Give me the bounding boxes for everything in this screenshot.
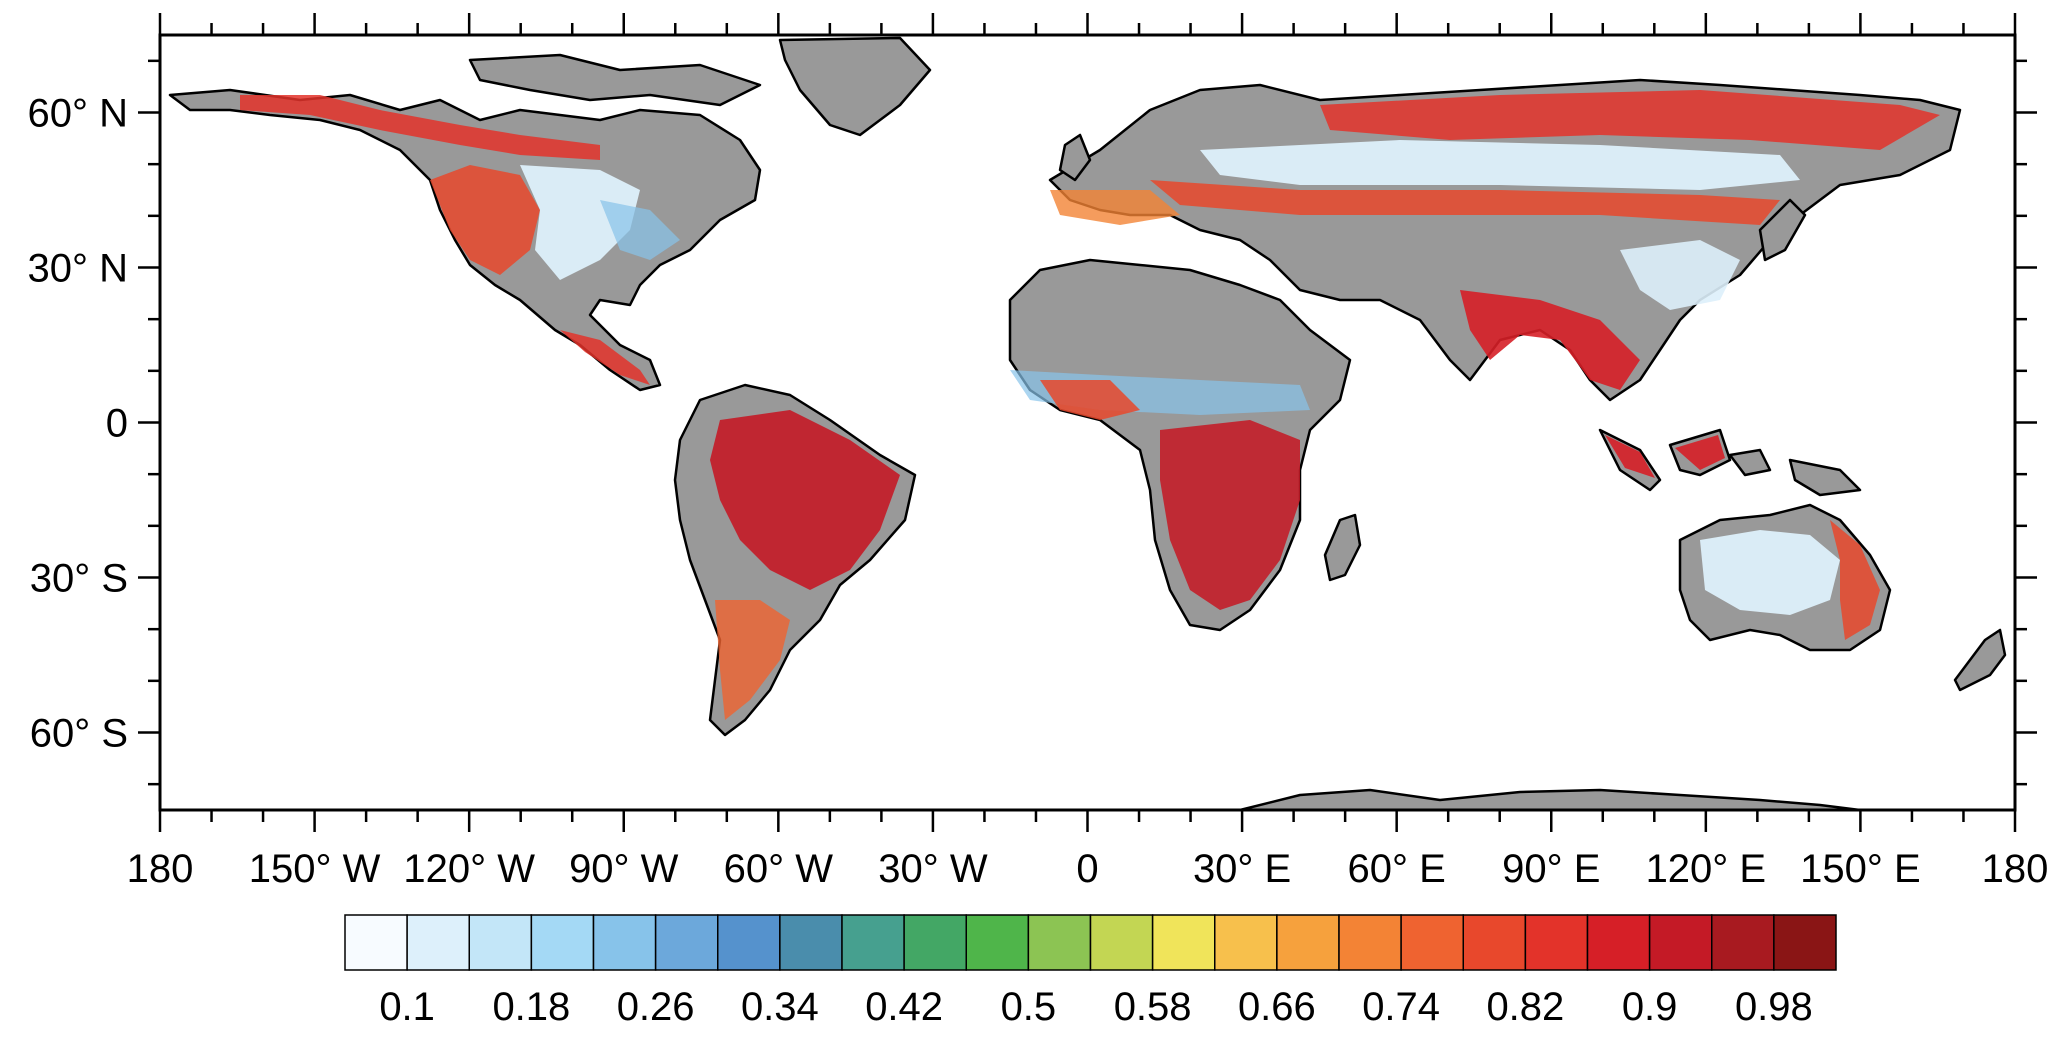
map-panel: 60° N 30° N 0 30° S 60° S 180 150° W 120° W 90°… xyxy=(28,13,2049,891)
x-tick-label: 150° E xyxy=(1800,847,1921,891)
china-east-low xyxy=(1620,240,1740,310)
x-tick-label: 90° W xyxy=(569,847,679,891)
colorbar-label: 0.1 xyxy=(379,985,435,1029)
colorbar-box xyxy=(406,914,470,971)
colorbar-box xyxy=(1711,914,1775,971)
colorbar-label: 0.34 xyxy=(741,985,819,1029)
sa-south xyxy=(715,600,790,720)
colorbar-box xyxy=(779,914,843,971)
colorbar-box xyxy=(530,914,595,971)
x-tick-label: 60° W xyxy=(724,847,834,891)
na-west-high xyxy=(430,165,540,275)
colorbar-box xyxy=(1027,914,1092,971)
colorbar-box xyxy=(841,914,905,971)
colorbar: 0.1 0.18 0.26 0.34 0.42 0.5 0.58 0.66 0.74 0.82 0.… xyxy=(344,914,1837,1029)
na-central-low xyxy=(520,165,640,280)
australia-interior-low xyxy=(1700,530,1840,615)
y-tick-labels: 60° N 30° N 0 30° S 60° S xyxy=(28,92,129,756)
x-tick-label: 180 xyxy=(127,847,194,891)
x-tick-label: 0 xyxy=(1076,847,1098,891)
x-tick-label: 60° E xyxy=(1348,847,1446,891)
x-tick-label: 120° E xyxy=(1646,847,1767,891)
eurasia-north-band xyxy=(1320,90,1940,150)
colorbar-box xyxy=(468,914,533,971)
y-tick-label: 60° N xyxy=(28,92,129,136)
colorbar-box xyxy=(1524,914,1589,971)
europe-south xyxy=(1050,190,1180,225)
indonesia xyxy=(1598,428,1862,497)
colorbar-label: 0.58 xyxy=(1114,985,1192,1029)
arctic-islands xyxy=(468,53,762,107)
tick-marks xyxy=(138,13,2037,832)
indonesia-high xyxy=(1605,435,1725,478)
y-tick-label: 30° N xyxy=(28,247,129,291)
colorbar-box xyxy=(1400,914,1464,971)
y-tick-label: 0 xyxy=(106,402,128,446)
x-tick-label: 30° E xyxy=(1193,847,1291,891)
japan xyxy=(1758,198,1807,262)
colorbar-label: 0.26 xyxy=(617,985,695,1029)
colorbar-label: 0.18 xyxy=(492,985,570,1029)
x-tick-label: 30° W xyxy=(878,847,988,891)
y-tick-label: 60° S xyxy=(30,712,128,756)
x-tick-label: 180 xyxy=(1982,847,2049,891)
colorbar-box xyxy=(1773,914,1837,971)
madagascar xyxy=(1323,513,1362,582)
colorbar-labels: 0.1 0.18 0.26 0.34 0.42 0.5 0.58 0.66 0.74 0.82 0.… xyxy=(379,985,1812,1029)
na-north-band xyxy=(240,95,600,160)
greenland xyxy=(778,36,932,137)
british-isles xyxy=(1058,133,1092,182)
colorbar-label: 0.66 xyxy=(1238,985,1316,1029)
x-tick-label: 90° E xyxy=(1502,847,1600,891)
sa-amazon xyxy=(710,410,900,590)
colorbar-box xyxy=(1089,914,1154,971)
colorbar-box xyxy=(1586,914,1651,971)
colorbar-label: 0.5 xyxy=(1001,985,1057,1029)
na-central-america xyxy=(560,330,650,385)
colorbar-label: 0.98 xyxy=(1735,985,1813,1029)
colorbar-box xyxy=(1214,914,1278,971)
colorbar-box xyxy=(654,914,719,971)
colorbar-box xyxy=(903,914,967,971)
antarctica xyxy=(1238,788,1862,812)
eurasia-central-low xyxy=(1200,140,1800,190)
new-zealand xyxy=(1953,628,2007,692)
colorbar-box xyxy=(344,914,408,971)
africa-west-high xyxy=(1040,380,1140,420)
x-tick-label: 150° W xyxy=(249,847,381,891)
colorbar-box xyxy=(1648,914,1713,971)
colorbar-label: 0.9 xyxy=(1622,985,1678,1029)
colorbar-box xyxy=(965,914,1030,971)
colorbar-box xyxy=(592,914,657,971)
colorbar-label: 0.42 xyxy=(865,985,943,1029)
value-overlay xyxy=(240,90,1940,720)
x-tick-labels: 180 150° W 120° W 90° W 60° W 30° W 0 30° E 60° … xyxy=(127,847,2049,891)
na-east-mid xyxy=(600,200,680,260)
colorbar-label: 0.74 xyxy=(1362,985,1440,1029)
colorbar-box xyxy=(1462,914,1527,971)
colorbar-box xyxy=(717,914,781,971)
colorbar-box xyxy=(1151,914,1216,971)
eurasia-mid-band xyxy=(1150,180,1780,225)
australia-east-high xyxy=(1830,520,1880,640)
y-tick-label: 30° S xyxy=(30,557,128,601)
x-tick-label: 120° W xyxy=(403,847,535,891)
colorbar-boxes xyxy=(344,914,1837,971)
africa-central-high xyxy=(1160,420,1300,610)
india-se-asia xyxy=(1460,290,1640,390)
colorbar-label: 0.82 xyxy=(1486,985,1564,1029)
colorbar-box xyxy=(1276,914,1340,971)
colorbar-box xyxy=(1338,914,1402,971)
